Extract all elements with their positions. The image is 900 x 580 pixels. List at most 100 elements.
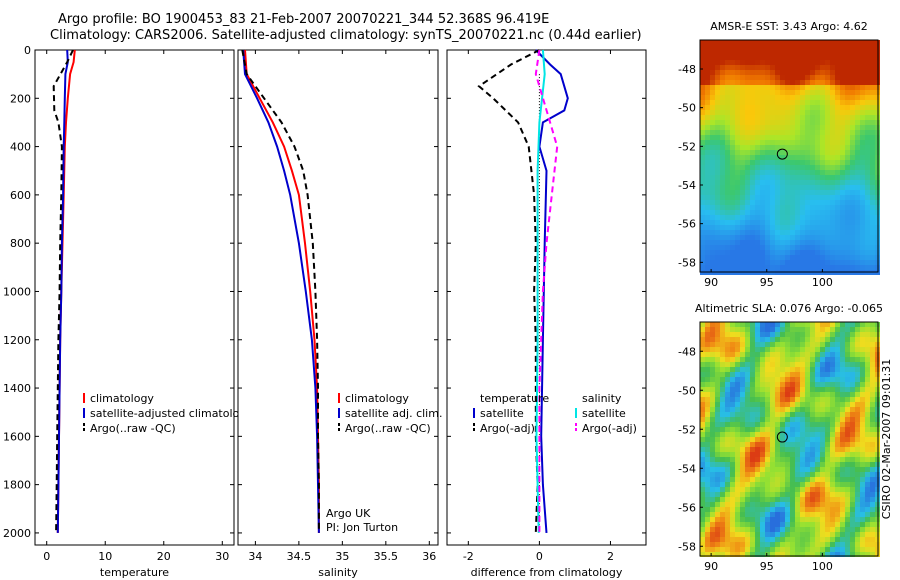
map-cell [830,402,835,407]
profile-panel-temperature: 0 10 20 30020040060080010001200140016001800… [3,44,253,579]
map-cell [790,220,795,225]
map-cell [860,542,865,547]
map-cell [815,135,820,140]
map-cell [840,457,845,462]
map-cell [735,532,740,537]
map-cell [770,372,775,377]
map-cell [810,367,815,372]
legend-label: satellite [582,407,626,420]
map-cell [775,507,780,512]
map-cell [760,447,765,452]
x-tick-label: -2 [463,550,474,563]
map-cell [865,407,870,412]
map-cell [755,447,760,452]
map-cell [815,397,820,402]
map-cell [790,140,795,145]
map-cell [735,467,740,472]
map-cell [770,245,775,250]
map-cell [700,342,705,347]
map-cell [745,322,750,327]
map-cell [870,522,875,527]
map-cell [820,240,825,245]
x-tick-label: 2 [607,550,614,563]
map-cell [780,542,785,547]
map-cell [760,387,765,392]
map-cell [715,185,720,190]
map-cell [790,245,795,250]
map-cell [755,357,760,362]
map-cell [845,537,850,542]
map-cell [735,407,740,412]
map-cell [735,432,740,437]
map-cell [770,412,775,417]
map-cell [705,427,710,432]
map-cell [810,327,815,332]
map-cell [755,377,760,382]
map-cell [725,240,730,245]
map-cell [865,125,870,130]
map-cell [715,447,720,452]
map-cell [705,215,710,220]
map-cell [840,95,845,100]
map-cell [850,125,855,130]
map-cell [730,342,735,347]
map-cell [825,100,830,105]
map-cell [765,412,770,417]
map-cell [730,487,735,492]
map-cell [800,377,805,382]
map-cell [795,195,800,200]
map-cell [815,427,820,432]
map-cell [825,185,830,190]
map-cell [850,200,855,205]
map-cell [770,100,775,105]
map-cell [865,377,870,382]
map-cell [800,342,805,347]
map-cell [710,250,715,255]
map-cell [715,452,720,457]
map-cell [730,417,735,422]
map-cell [810,95,815,100]
map-cell [775,250,780,255]
map-cell [770,185,775,190]
map-cell [830,105,835,110]
map-cell [710,387,715,392]
map-cell [810,75,815,80]
map-cell [820,532,825,537]
map-cell [715,532,720,537]
map-cell [830,367,835,372]
map-cell [820,55,825,60]
map-cell [830,527,835,532]
map-cell [785,265,790,270]
map-cell [710,245,715,250]
map-cell [775,65,780,70]
map-cell [825,75,830,80]
map-cell [845,407,850,412]
map-cell [795,170,800,175]
map-cell [825,362,830,367]
map-cell [750,427,755,432]
map-cell [720,110,725,115]
map-cell [845,260,850,265]
map-cell [735,45,740,50]
map-cell [780,155,785,160]
map-cell [860,412,865,417]
map-cell [830,140,835,145]
map-cell [730,265,735,270]
map-cell [865,100,870,105]
map-cell [780,517,785,522]
map-cell [715,362,720,367]
map-cell [850,552,855,557]
map-cell [810,487,815,492]
map-cell [790,135,795,140]
map-cell [855,452,860,457]
map-cell [850,507,855,512]
map-cell [855,195,860,200]
map-cell [710,512,715,517]
map-cell [715,427,720,432]
map-cell [730,327,735,332]
map-cell [725,265,730,270]
map-cell [835,407,840,412]
map-cell [795,452,800,457]
map-cell [795,542,800,547]
map-cell [775,175,780,180]
